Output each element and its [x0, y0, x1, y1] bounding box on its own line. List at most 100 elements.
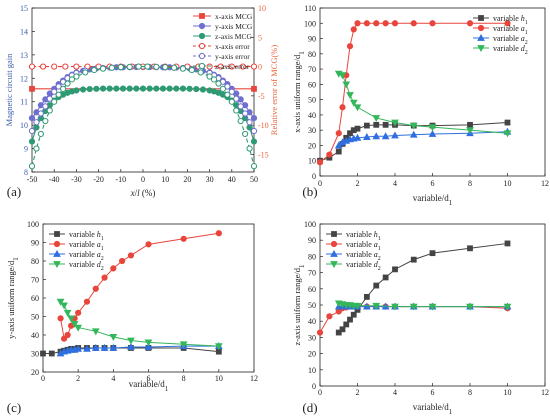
data-point	[117, 64, 124, 71]
data-point	[206, 73, 213, 80]
y2-tick-label: 0	[258, 63, 262, 72]
data-point	[73, 87, 80, 94]
legend-label: y-axis MCG	[215, 22, 253, 31]
legend-marker	[54, 231, 60, 237]
y-tick-label: 0	[312, 382, 316, 391]
y-tick-label: 70	[308, 269, 316, 278]
y-tick-label: 90	[308, 236, 316, 245]
data-point	[466, 303, 474, 311]
data-point	[363, 302, 371, 310]
data-point	[82, 69, 89, 76]
y-tick-label: 80	[308, 252, 316, 261]
y-axis-label: x-axis uniform range/d1	[292, 51, 306, 133]
y-tick-label: 60	[31, 294, 39, 303]
series-variable-d2	[56, 298, 223, 351]
data-point	[162, 64, 169, 71]
y-tick-label: 50	[31, 313, 39, 322]
data-point	[466, 20, 474, 27]
data-point	[382, 121, 389, 128]
data-point	[428, 124, 437, 132]
x-tick-label: 8	[468, 179, 472, 188]
legend-marker	[199, 13, 205, 19]
y-axis-label: z-axis uniform range/d1	[292, 264, 306, 345]
data-point	[92, 285, 99, 292]
data-point	[354, 20, 361, 27]
data-point	[373, 282, 380, 289]
data-point	[100, 343, 109, 351]
data-point	[29, 85, 35, 92]
data-point	[37, 110, 44, 117]
data-point	[46, 107, 53, 114]
data-point	[109, 343, 118, 351]
data-point	[144, 339, 153, 347]
legend-label: variable d2	[493, 44, 528, 56]
data-point	[347, 316, 353, 323]
y-tick-label: 30	[308, 333, 316, 342]
data-point	[339, 326, 346, 333]
data-point	[55, 91, 62, 98]
data-point	[224, 91, 231, 98]
data-point	[33, 119, 40, 126]
data-point	[409, 130, 418, 138]
x-tick-label: 2	[356, 179, 360, 188]
x-tick-label: -40	[49, 175, 60, 184]
data-point	[373, 121, 380, 128]
data-point	[113, 85, 120, 92]
x-tick-label: 10	[161, 175, 169, 184]
series-line	[319, 22, 508, 163]
data-point	[428, 129, 437, 137]
y-tick-label: 14	[20, 27, 28, 36]
data-point	[206, 63, 213, 70]
data-point	[51, 63, 58, 70]
legend-marker	[477, 45, 485, 53]
x-axis-label: variable/d1	[129, 379, 169, 393]
data-point	[373, 20, 380, 27]
legend-label: variable a2	[493, 34, 528, 46]
x-axis-label: x/l (%)	[130, 188, 156, 198]
data-point	[316, 159, 324, 166]
data-point	[28, 115, 36, 122]
data-point	[219, 85, 227, 92]
x-tick-label: -10	[115, 175, 126, 184]
data-point	[391, 131, 399, 139]
y-tick-label: 9	[24, 145, 28, 154]
y-tick-label: 40	[308, 111, 316, 120]
data-point	[353, 302, 362, 310]
data-point	[233, 107, 240, 114]
y-tick-label: 11	[20, 98, 28, 107]
legend-label: variable h1	[493, 14, 528, 26]
panel-c: 0 2 4 6 8 10 12 20 30 40 50 60 70 80 90 100 y-axis unifo…	[6, 220, 258, 415]
data-point	[504, 119, 511, 126]
data-point	[210, 76, 218, 83]
legend-label: variable h1	[69, 230, 104, 242]
x-axis-label: variable/d1	[413, 402, 453, 416]
data-point	[228, 88, 235, 95]
data-point	[242, 130, 249, 138]
data-point	[467, 245, 473, 252]
y-tick-label: 8	[24, 168, 28, 177]
data-point	[127, 337, 135, 345]
data-point	[139, 85, 147, 92]
x-tick-label: 20	[183, 175, 191, 184]
data-point	[86, 85, 93, 93]
legend-marker	[330, 249, 338, 257]
legend-marker	[331, 231, 337, 237]
data-point	[46, 95, 53, 102]
data-point	[28, 163, 36, 170]
data-point	[135, 63, 142, 70]
series-line	[60, 301, 219, 347]
data-point	[73, 63, 80, 70]
data-point	[343, 321, 350, 328]
x-tick-label: 50	[250, 175, 258, 184]
data-point	[326, 313, 333, 320]
data-point	[91, 66, 98, 74]
data-point	[391, 20, 399, 27]
y-tick-label: 40	[308, 317, 316, 326]
data-point	[504, 20, 511, 27]
y-tick-label: 60	[308, 285, 316, 294]
data-point	[51, 88, 58, 95]
series-z-axis-error	[28, 63, 258, 170]
y-tick-label: 10	[20, 121, 28, 130]
x-tick-label: 12	[541, 388, 549, 397]
y-tick-label: 30	[308, 126, 316, 135]
